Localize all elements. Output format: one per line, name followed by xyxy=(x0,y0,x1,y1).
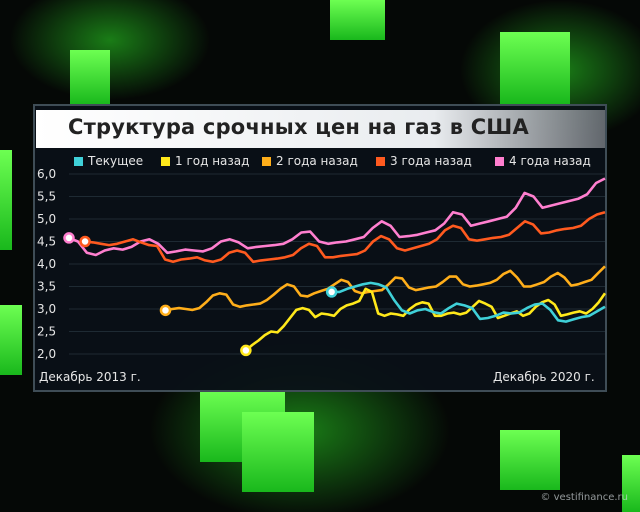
legend-swatch xyxy=(161,156,170,166)
series-start-point xyxy=(63,232,75,244)
cube xyxy=(622,455,640,512)
legend-item-4y: 4 года назад xyxy=(495,154,591,168)
y-tick-label: 4,5 xyxy=(37,235,56,249)
y-tick-label: 2,5 xyxy=(37,325,56,339)
legend-label: 2 года назад xyxy=(276,154,358,168)
cube xyxy=(70,50,110,105)
legend-item-1y: 1 год назад xyxy=(161,154,249,168)
legend-item-current: Текущее xyxy=(74,154,143,168)
series-line xyxy=(245,287,607,352)
cube xyxy=(500,430,560,490)
series-line xyxy=(84,210,606,264)
cube xyxy=(500,32,570,104)
legend-swatch xyxy=(74,156,83,166)
series-start-point xyxy=(240,344,252,357)
y-tick-label: 5,5 xyxy=(37,190,56,204)
series-start-point xyxy=(159,304,172,317)
cube xyxy=(330,0,385,40)
legend-swatch xyxy=(495,156,504,166)
y-tick-label: 6,0 xyxy=(37,167,56,181)
series-start-point xyxy=(79,235,91,248)
legend-swatch xyxy=(376,156,385,166)
x-axis-start-label: Декабрь 2013 г. xyxy=(39,370,141,384)
cube xyxy=(0,305,22,375)
legend-label: Текущее xyxy=(88,154,144,168)
legend-label: 1 год назад xyxy=(175,154,250,168)
series-line xyxy=(331,281,606,323)
legend-item-2y: 2 года назад xyxy=(262,154,358,168)
x-axis-end-label: Декабрь 2020 г. xyxy=(493,370,595,384)
series-line xyxy=(68,177,606,257)
title-bar xyxy=(36,110,605,148)
y-tick-label: 5,0 xyxy=(37,212,56,226)
legend-swatch xyxy=(262,156,271,166)
legend-label: 4 года назад xyxy=(509,154,591,168)
y-tick-label: 3,5 xyxy=(37,280,56,294)
cube xyxy=(242,412,314,492)
cube xyxy=(0,150,12,250)
chart-plot: 6,0 5,5 5,0 4,5 4,0 3,5 3,0 2,5 2,0 xyxy=(37,167,607,361)
watermark: © vestifinance.ru xyxy=(540,492,628,503)
y-tick-label: 2,0 xyxy=(37,347,56,361)
legend-item-3y: 3 года назад xyxy=(376,154,472,168)
y-tick-label: 3,0 xyxy=(37,302,56,316)
y-tick-label: 4,0 xyxy=(37,257,56,271)
series-start-point xyxy=(325,286,338,298)
legend-label: 3 года назад xyxy=(390,154,472,168)
chart-title: Структура срочных цен на газ в США xyxy=(68,115,529,139)
